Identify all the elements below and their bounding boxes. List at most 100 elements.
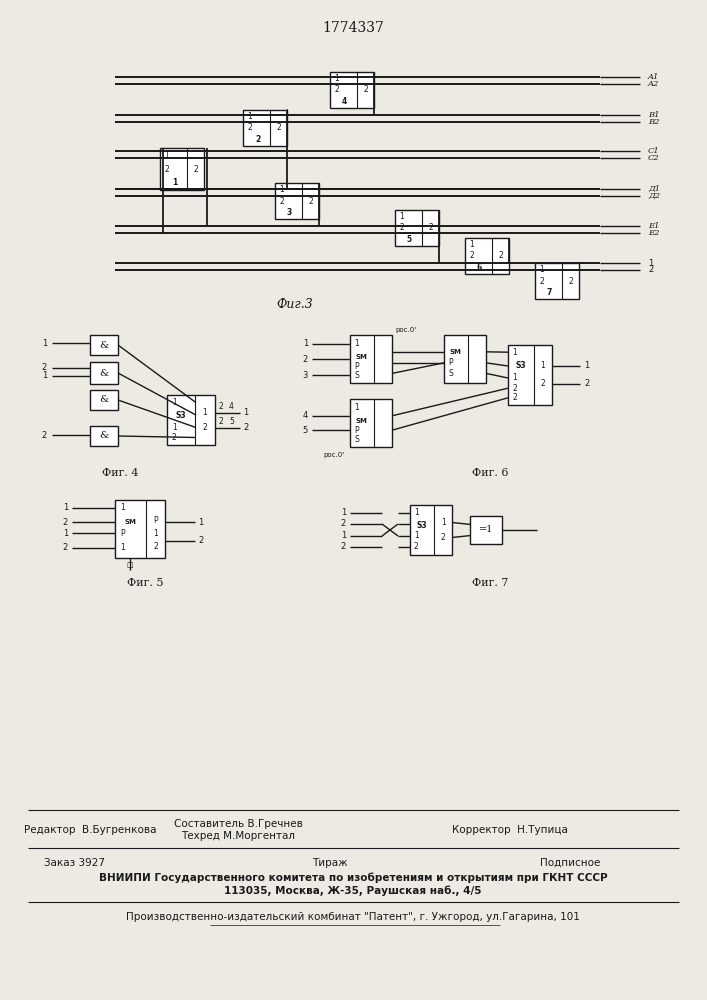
Text: 1: 1 — [584, 361, 589, 370]
Text: 2: 2 — [202, 423, 207, 432]
Text: 1: 1 — [414, 508, 419, 517]
Text: 5: 5 — [229, 417, 234, 426]
Text: 2: 2 — [276, 123, 281, 132]
Text: 1: 1 — [303, 339, 308, 348]
FancyBboxPatch shape — [167, 395, 215, 445]
Text: S: S — [448, 369, 453, 378]
Text: 3: 3 — [287, 208, 292, 217]
FancyBboxPatch shape — [470, 516, 502, 544]
FancyBboxPatch shape — [410, 505, 452, 555]
FancyBboxPatch shape — [395, 210, 439, 246]
Text: A2: A2 — [648, 80, 660, 88]
Text: 2: 2 — [42, 363, 47, 372]
Text: Д1: Д1 — [648, 185, 660, 193]
Text: 1: 1 — [63, 503, 68, 512]
Text: 2: 2 — [341, 542, 346, 551]
Text: Подписное: Подписное — [540, 858, 600, 868]
Text: E2: E2 — [648, 229, 660, 237]
Text: SM: SM — [356, 418, 368, 424]
Text: 4: 4 — [342, 97, 347, 106]
Text: A1: A1 — [648, 73, 660, 81]
Text: 1774337: 1774337 — [322, 21, 384, 35]
Text: 1: 1 — [153, 529, 158, 538]
FancyBboxPatch shape — [535, 263, 579, 299]
FancyBboxPatch shape — [444, 335, 486, 383]
Text: 1: 1 — [42, 338, 47, 348]
Text: 6: 6 — [477, 263, 482, 272]
Text: 2: 2 — [153, 542, 158, 551]
Text: 2: 2 — [428, 224, 433, 232]
FancyBboxPatch shape — [90, 426, 118, 446]
Text: 113035, Москва, Ж-35, Раушская наб., 4/5: 113035, Москва, Ж-35, Раушская наб., 4/5 — [224, 886, 481, 896]
Text: 1: 1 — [354, 403, 359, 412]
Text: рос.0': рос.0' — [324, 452, 345, 458]
Text: 1: 1 — [172, 423, 177, 432]
Text: 2: 2 — [243, 423, 248, 432]
Text: 2: 2 — [198, 536, 203, 545]
Text: 2: 2 — [63, 543, 68, 552]
Text: 1: 1 — [469, 240, 474, 249]
FancyBboxPatch shape — [115, 500, 165, 558]
Text: 1: 1 — [440, 518, 445, 527]
Text: Заказ 3927: Заказ 3927 — [45, 858, 105, 868]
Text: 2: 2 — [42, 430, 47, 440]
Text: 1: 1 — [341, 508, 346, 517]
Text: 2: 2 — [219, 417, 223, 426]
Text: Техред М.Моргентал: Техред М.Моргентал — [181, 831, 295, 841]
Text: 5: 5 — [303, 426, 308, 435]
FancyBboxPatch shape — [465, 238, 509, 274]
FancyBboxPatch shape — [330, 72, 374, 108]
FancyBboxPatch shape — [350, 335, 392, 383]
Text: Фиг.3: Фиг.3 — [276, 298, 313, 312]
Text: 1: 1 — [202, 408, 207, 417]
Text: 3: 3 — [303, 371, 308, 380]
Text: 1: 1 — [399, 212, 404, 221]
Text: 1: 1 — [172, 178, 177, 187]
Text: 1: 1 — [63, 529, 68, 538]
Text: SM: SM — [356, 354, 368, 360]
Text: 1: 1 — [354, 339, 359, 348]
Text: 2: 2 — [399, 224, 404, 232]
Text: B1: B1 — [648, 111, 660, 119]
Text: 4: 4 — [303, 411, 308, 420]
Text: S3: S3 — [515, 361, 526, 370]
Text: Составитель В.Гречнев: Составитель В.Гречнев — [173, 819, 303, 829]
Text: S3: S3 — [417, 520, 428, 530]
Text: 1: 1 — [539, 265, 544, 274]
Text: Фиг. 6: Фиг. 6 — [472, 468, 508, 478]
Text: 1: 1 — [172, 398, 177, 407]
Text: P: P — [153, 516, 158, 525]
Text: &: & — [100, 368, 109, 377]
Text: E1: E1 — [648, 222, 660, 230]
Text: 2: 2 — [498, 251, 503, 260]
Text: P: P — [354, 426, 359, 435]
Text: рос.0': рос.0' — [395, 327, 416, 333]
Text: 2: 2 — [341, 520, 346, 528]
Text: 1: 1 — [648, 258, 653, 267]
Text: =1: =1 — [479, 526, 493, 534]
Text: 1: 1 — [513, 348, 517, 357]
Text: P: P — [448, 358, 453, 367]
Text: SM: SM — [450, 349, 462, 355]
Text: 1: 1 — [334, 74, 339, 83]
Text: 1: 1 — [42, 371, 47, 380]
Text: C2: C2 — [648, 154, 660, 162]
Text: 1: 1 — [243, 408, 248, 417]
Text: ВНИИПИ Государственного комитета по изобретениям и открытиям при ГКНТ СССР: ВНИИПИ Государственного комитета по изоб… — [99, 873, 607, 883]
Text: 2: 2 — [513, 393, 517, 402]
Text: Фиг. 7: Фиг. 7 — [472, 578, 508, 588]
Text: S3: S3 — [175, 410, 186, 420]
Text: 2: 2 — [172, 433, 177, 442]
FancyBboxPatch shape — [90, 335, 118, 355]
Text: 2: 2 — [539, 276, 544, 286]
Text: 1: 1 — [540, 361, 545, 370]
Text: Корректор  Н.Тупица: Корректор Н.Тупица — [452, 825, 568, 835]
Text: 2: 2 — [308, 196, 313, 206]
Text: 2: 2 — [414, 542, 419, 551]
Text: 1: 1 — [165, 151, 170, 160]
Text: 2: 2 — [568, 276, 573, 286]
Text: C1: C1 — [648, 147, 660, 155]
Text: P: P — [121, 529, 125, 538]
Text: 2: 2 — [280, 196, 284, 206]
FancyBboxPatch shape — [243, 110, 287, 146]
